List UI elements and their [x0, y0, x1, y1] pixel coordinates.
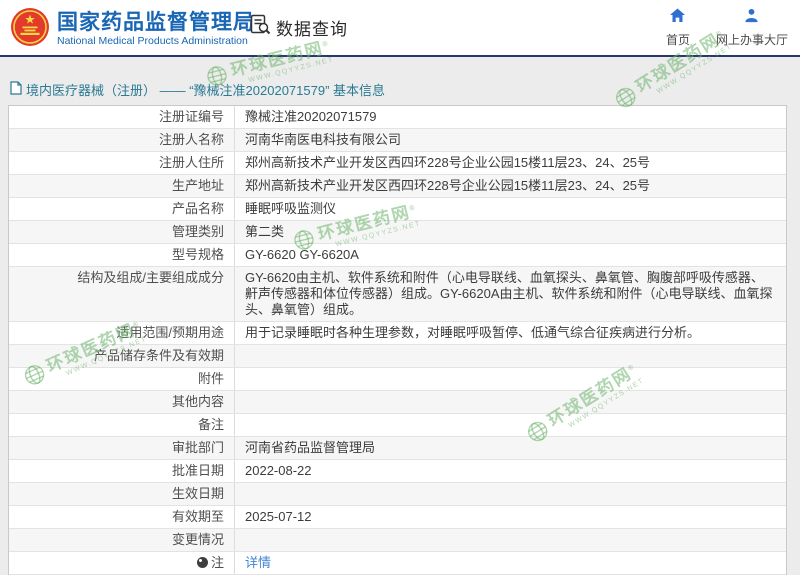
row-value: 第二类	[234, 221, 786, 243]
row-label-cell: 生产地址	[9, 175, 234, 197]
row-value: 郑州高新技术产业开发区西四环228号企业公园15楼11层23、24、25号	[234, 152, 786, 174]
row-value: 2025-07-12	[234, 506, 786, 528]
top-nav: 首页 网上办事大厅	[666, 8, 788, 48]
row-value: 2022-08-22	[234, 460, 786, 482]
table-row: 注册人名称 河南华南医电科技有限公司	[9, 129, 786, 152]
row-label: 变更情况	[171, 532, 224, 547]
row-label: 注册人住所	[158, 155, 224, 170]
nav-service-hall-label: 网上办事大厅	[715, 33, 788, 47]
person-icon	[744, 8, 759, 28]
row-value: 详情	[234, 552, 786, 574]
row-label: 管理类别	[171, 224, 224, 239]
detail-link[interactable]: 详情	[245, 555, 272, 570]
site-header: 国家药品监督管理局 National Medical Products Admi…	[0, 0, 800, 57]
row-label: 生产地址	[171, 178, 224, 193]
site-title: 国家药品监督管理局	[57, 11, 255, 34]
nav-home[interactable]: 首页	[666, 8, 690, 48]
row-label-cell: 产品储存条件及有效期	[9, 345, 234, 367]
row-label-cell: 结构及组成/主要组成成分	[9, 267, 234, 321]
table-row: 附件	[9, 368, 786, 391]
row-label-cell: 注册人名称	[9, 129, 234, 151]
row-label-cell: 注册人住所	[9, 152, 234, 174]
row-value	[234, 414, 786, 436]
row-label: 审批部门	[171, 440, 224, 455]
row-label-cell: 有效期至	[9, 506, 234, 528]
table-row: 变更情况	[9, 529, 786, 552]
table-row: 生产地址 郑州高新技术产业开发区西四环228号企业公园15楼11层23、24、2…	[9, 175, 786, 198]
row-label-cell: 产品名称	[9, 198, 234, 220]
table-row: 产品名称 睡眠呼吸监测仪	[9, 198, 786, 221]
row-label: 备注	[197, 417, 224, 432]
row-label-cell: 适用范围/预期用途	[9, 322, 234, 344]
row-label-cell: 其他内容	[9, 391, 234, 413]
row-label-cell: 注册证编号	[9, 106, 234, 128]
row-value	[234, 529, 786, 551]
brand-text: 国家药品监督管理局 National Medical Products Admi…	[57, 11, 255, 48]
section-title: 数据查询	[250, 14, 348, 40]
row-label: 其他内容	[171, 394, 224, 409]
row-value: GY-6620由主机、软件系统和附件（心电导联线、血氧探头、鼻氧管、胸腹部呼吸传…	[234, 267, 786, 321]
site-subtitle: National Medical Products Administration	[57, 35, 248, 47]
table-row: 型号规格 GY-6620 GY-6620A	[9, 244, 786, 267]
national-emblem-logo	[10, 7, 50, 52]
row-label-cell: 注	[9, 552, 234, 574]
row-label-cell: 变更情况	[9, 529, 234, 551]
table-row: 注册证编号 豫械注准20202071579	[9, 106, 786, 129]
table-row: 备注	[9, 414, 786, 437]
row-label-cell: 备注	[9, 414, 234, 436]
row-value	[234, 391, 786, 413]
row-value: 河南华南医电科技有限公司	[234, 129, 786, 151]
info-table: 注册证编号 豫械注准20202071579 注册人名称 河南华南医电科技有限公司…	[8, 105, 787, 575]
breadcrumb-text: 境内医疗器械（注册） —— “豫械注准20202071579” 基本信息	[26, 83, 386, 98]
row-label-cell: 附件	[9, 368, 234, 390]
row-value: 睡眠呼吸监测仪	[234, 198, 786, 220]
row-label: 产品名称	[171, 201, 224, 216]
table-row: 产品储存条件及有效期	[9, 345, 786, 368]
row-value	[234, 483, 786, 505]
row-value: 河南省药品监督管理局	[234, 437, 786, 459]
row-value	[234, 368, 786, 390]
table-row: 注 详情	[9, 552, 786, 575]
row-label-cell: 管理类别	[9, 221, 234, 243]
row-label: 附件	[197, 371, 224, 386]
table-row: 批准日期 2022-08-22	[9, 460, 786, 483]
home-icon	[669, 8, 686, 28]
row-label: 生效日期	[171, 486, 224, 501]
row-label-cell: 批准日期	[9, 460, 234, 482]
breadcrumb: 境内医疗器械（注册） —— “豫械注准20202071579” 基本信息	[10, 80, 385, 99]
brand[interactable]: 国家药品监督管理局 National Medical Products Admi…	[10, 7, 255, 52]
nav-home-label: 首页	[665, 33, 690, 47]
row-label: 有效期至	[171, 509, 224, 524]
row-value: 豫械注准20202071579	[234, 106, 786, 128]
table-row: 有效期至 2025-07-12	[9, 506, 786, 529]
table-row: 生效日期	[9, 483, 786, 506]
row-value: 用于记录睡眠时各种生理参数，对睡眠呼吸暂停、低通气综合征疾病进行分析。	[234, 322, 786, 344]
row-label: 注册证编号	[158, 109, 224, 124]
table-row: 审批部门 河南省药品监督管理局	[9, 437, 786, 460]
row-label: 注册人名称	[158, 132, 224, 147]
data-query-icon	[250, 14, 271, 40]
table-row: 其他内容	[9, 391, 786, 414]
row-label: 注	[210, 555, 224, 570]
row-value: 郑州高新技术产业开发区西四环228号企业公园15楼11层23、24、25号	[234, 175, 786, 197]
row-label: 结构及组成/主要组成成分	[77, 270, 224, 285]
table-row: 适用范围/预期用途 用于记录睡眠时各种生理参数，对睡眠呼吸暂停、低通气综合征疾病…	[9, 322, 786, 345]
nav-service-hall[interactable]: 网上办事大厅	[716, 8, 788, 48]
comment-icon	[196, 557, 208, 568]
row-value: GY-6620 GY-6620A	[234, 244, 786, 266]
section-title-label: 数据查询	[276, 19, 348, 39]
row-label: 产品储存条件及有效期	[93, 348, 224, 363]
table-row: 管理类别 第二类	[9, 221, 786, 244]
table-row: 注册人住所 郑州高新技术产业开发区西四环228号企业公园15楼11层23、24、…	[9, 152, 786, 175]
row-label: 适用范围/预期用途	[116, 325, 224, 340]
table-row: 结构及组成/主要组成成分 GY-6620由主机、软件系统和附件（心电导联线、血氧…	[9, 267, 786, 322]
row-label: 批准日期	[171, 463, 224, 478]
row-value	[234, 345, 786, 367]
row-label-cell: 型号规格	[9, 244, 234, 266]
row-label: 型号规格	[171, 247, 224, 262]
row-label-cell: 生效日期	[9, 483, 234, 505]
document-icon	[10, 81, 22, 98]
row-label-cell: 审批部门	[9, 437, 234, 459]
